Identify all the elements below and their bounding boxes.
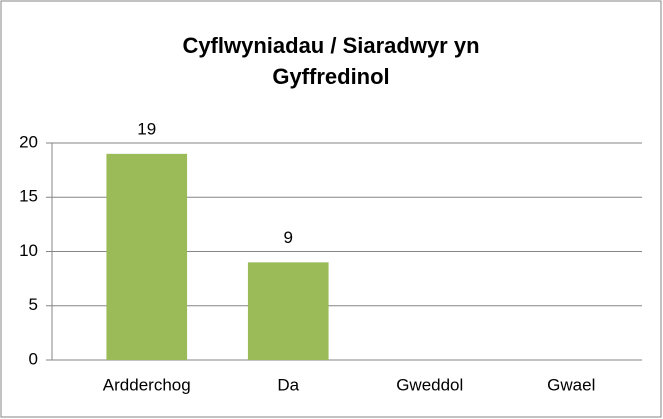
- x-tick-label: Ardderchog: [103, 375, 191, 394]
- data-label: 19: [137, 119, 156, 138]
- y-tick-label: 15: [19, 187, 38, 206]
- bar: [106, 153, 188, 360]
- chart-title: Cyflwyniadau / Siaradwyr yn Gyffredinol: [182, 33, 480, 89]
- data-label: 9: [284, 228, 293, 247]
- x-tick-label: Gweddol: [396, 375, 463, 394]
- x-tick-label: Gwael: [547, 375, 595, 394]
- bar: [247, 262, 329, 360]
- y-tick-label: 5: [29, 295, 38, 314]
- y-tick-label: 20: [19, 132, 38, 151]
- y-tick-label: 0: [29, 349, 38, 368]
- y-tick-label: 10: [19, 241, 38, 260]
- x-tick-label: Da: [277, 375, 299, 394]
